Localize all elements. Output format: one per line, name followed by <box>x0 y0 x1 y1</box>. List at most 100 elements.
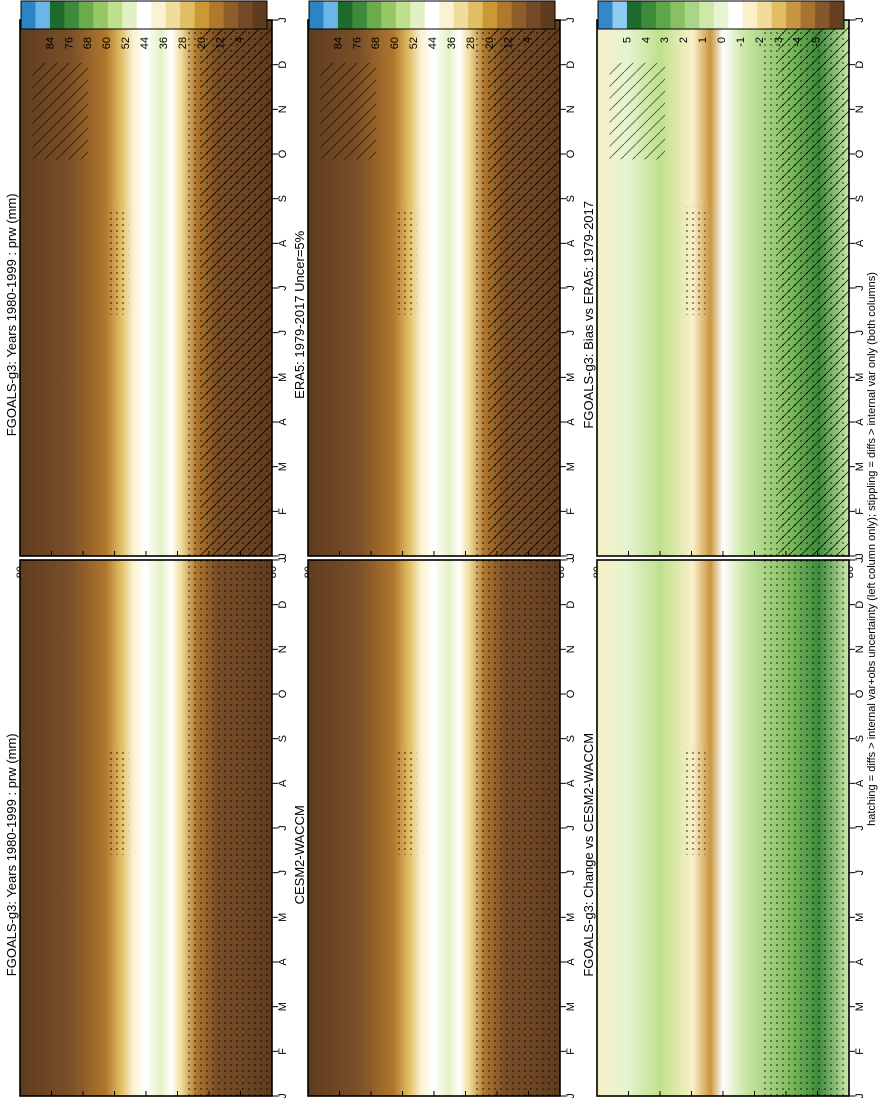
colorbar-swatch <box>800 1 816 29</box>
stippling-overlay <box>685 747 706 855</box>
x-tick-label: J <box>277 285 289 291</box>
colorbar-label: -3 <box>773 37 785 47</box>
x-tick-label: D <box>277 61 289 69</box>
colorbar-swatch <box>626 1 642 29</box>
x-tick-label: J <box>854 330 866 336</box>
stippling-overlay <box>763 20 849 556</box>
x-tick-label: J <box>854 285 866 291</box>
chart-panel-6: JFMAMJJASONDJ8060°N20020°S6080FGOALS-g3:… <box>581 0 866 1098</box>
colorbar-swatch <box>482 1 498 29</box>
x-tick-label: D <box>854 61 866 69</box>
colorbar-swatch <box>684 1 700 29</box>
colorbar-label: 28 <box>465 37 477 49</box>
x-tick-label: F <box>854 508 866 515</box>
colorbar-label: 84 <box>44 37 56 49</box>
colorbar-label: 4 <box>522 37 534 43</box>
x-tick-label: J <box>854 1093 866 1098</box>
x-tick-label: A <box>565 239 577 247</box>
x-tick-label: F <box>277 508 289 515</box>
colorbar-label: 5 <box>621 37 633 43</box>
colorbar-swatch <box>223 1 239 29</box>
x-tick-label: F <box>854 1048 866 1055</box>
chart-title: FGOALS-g3: Bias vs ERA5: 1979-2017 <box>581 201 596 429</box>
colorbar-swatch <box>728 1 744 29</box>
stippling-overlay <box>685 207 706 315</box>
colorbar-label: 4 <box>234 37 246 43</box>
colorbar-swatch <box>815 1 830 29</box>
colorbar-label: 1 <box>697 37 709 43</box>
colorbar-label: 3 <box>659 37 671 43</box>
colorbar-swatch <box>64 1 80 29</box>
x-tick-label: M <box>565 913 577 922</box>
colorbar-swatch <box>612 1 628 29</box>
x-tick-label: J <box>565 870 577 876</box>
x-tick-label: D <box>565 61 577 69</box>
colorbar-swatch <box>309 1 324 29</box>
colorbar-swatch <box>410 1 426 29</box>
x-tick-label: A <box>277 779 289 787</box>
colorbar-swatch <box>21 1 36 29</box>
x-tick-label: M <box>854 373 866 382</box>
x-tick-label: J <box>277 557 289 563</box>
x-tick-label: J <box>854 557 866 563</box>
colorbar-swatch <box>136 1 152 29</box>
x-tick-label: J <box>565 285 577 291</box>
colorbar-label: 36 <box>158 37 170 49</box>
colorbar-swatch <box>526 1 541 29</box>
x-tick-label: O <box>854 689 866 698</box>
colorbar-label: 60 <box>389 37 401 49</box>
x-tick-label: J <box>565 330 577 336</box>
x-tick-label: F <box>277 1048 289 1055</box>
stippling-overlay <box>474 560 560 1096</box>
stippling-overlay <box>396 747 417 855</box>
x-tick-label: J <box>277 1093 289 1098</box>
x-tick-label: O <box>277 689 289 698</box>
colorbar-swatch <box>165 1 181 29</box>
colorbar-swatch <box>151 1 167 29</box>
stippling-overlay <box>108 207 129 315</box>
colorbar-label: 0 <box>716 37 728 43</box>
chart-title: FGOALS-g3: Years 1980-1999 : prw (mm) <box>4 193 19 436</box>
colorbar-swatch <box>497 1 512 29</box>
colorbar-label: 36 <box>446 37 458 49</box>
x-tick-label: O <box>277 149 289 158</box>
x-tick-label: N <box>277 105 289 113</box>
colorbar-swatch <box>829 1 845 29</box>
colorbar-label: 60 <box>101 37 113 49</box>
stippling-overlay <box>474 20 560 556</box>
chart-panel-3: JFMAMJJASONDJ8060°N20020°S6080ERA5: 1979… <box>292 17 577 618</box>
colorbar-swatch <box>323 1 339 29</box>
x-tick-label: M <box>277 1002 289 1011</box>
stippling-overlay <box>186 20 272 556</box>
colorbar-label: -2 <box>754 37 766 47</box>
x-tick-label: J <box>854 825 866 831</box>
colorbar-label: -1 <box>735 37 747 47</box>
colorbar-label: 52 <box>408 37 420 49</box>
colorbar-swatch <box>786 1 801 29</box>
x-tick-label: J <box>854 553 866 559</box>
colorbar-swatch <box>49 1 65 29</box>
chart-title: CESM2-WACCM <box>292 805 307 904</box>
colorbar-swatch <box>35 1 51 29</box>
stippling-overlay <box>396 207 417 315</box>
x-tick-label: O <box>565 149 577 158</box>
footnote-text: hatching = diffs > internal var+obs unce… <box>866 272 878 826</box>
colorbar-label: 68 <box>370 37 382 49</box>
x-tick-label: F <box>565 508 577 515</box>
chart-panel-2: JFMAMJJASONDJ8060°N20020°S6080FGOALS-g3:… <box>4 0 289 1098</box>
colorbar-label: 44 <box>139 37 151 49</box>
x-tick-label: M <box>854 1002 866 1011</box>
x-tick-label: A <box>854 779 866 787</box>
x-tick-label: S <box>565 735 577 742</box>
x-tick-label: J <box>565 553 577 559</box>
x-tick-label: M <box>565 462 577 471</box>
colorbar-swatch <box>424 1 440 29</box>
colorbar-label: 20 <box>196 37 208 49</box>
x-tick-label: A <box>854 958 866 966</box>
colorbar-swatch <box>771 1 787 29</box>
colorbar-swatch <box>511 1 527 29</box>
x-tick-label: A <box>277 958 289 966</box>
x-tick-label: M <box>854 913 866 922</box>
x-tick-label: J <box>565 1093 577 1098</box>
